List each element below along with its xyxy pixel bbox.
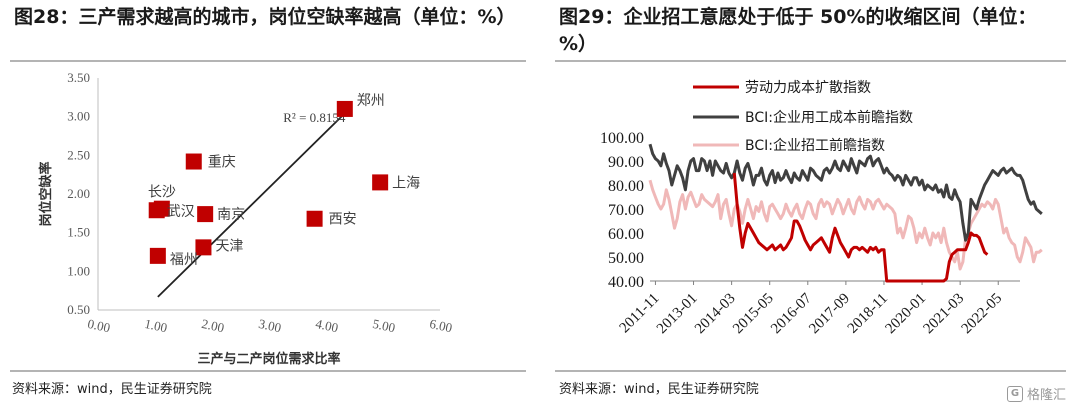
line-x-tick-label: 2018-11	[845, 290, 891, 336]
scatter-x-tick-label: 0.00	[86, 316, 111, 335]
line-y-tick-label: 40.00	[608, 274, 644, 291]
line-x-tick-label: 2021-03	[921, 290, 968, 337]
scatter-point-label: 福州	[170, 252, 198, 268]
scatter-point	[197, 206, 214, 223]
right-source-note: 资料来源：wind，民生证券研究院	[559, 382, 759, 397]
right-top-rule	[555, 60, 1066, 62]
line-x-tick-label: 2013-01	[654, 290, 701, 337]
watermark-text: 格隆汇	[1026, 388, 1066, 403]
left-chart-panel: 图28：三产需求越高的城市，岗位空缺率越高（单位：%） 0.50 1.00 1.50…	[10, 6, 526, 397]
line-series-1	[648, 143, 1043, 242]
line-y-tick-label: 60.00	[608, 226, 644, 243]
line-y-tick-label: 90.00	[608, 154, 644, 171]
scatter-x-tick-label: 4.00	[314, 316, 339, 335]
scatter-point	[372, 174, 389, 191]
left-top-rule	[10, 60, 526, 62]
line-y-tick-label: 100.00	[600, 130, 644, 147]
line-x-tick-label: 2015-05	[730, 290, 777, 337]
scatter-point	[195, 239, 212, 256]
line-y-tick-label: 80.00	[608, 178, 644, 195]
scatter-y-tick-label: 3.50	[67, 70, 90, 85]
scatter-point	[336, 100, 353, 117]
watermark-logo-icon: G	[1006, 385, 1023, 402]
scatter-r2-annotation: R² = 0.8154	[283, 110, 346, 125]
left-source-note: 资料来源：wind，民生证券研究院	[12, 382, 212, 397]
scatter-y-tick-label: 0.50	[67, 302, 90, 317]
scatter-point-label: 上海	[392, 175, 420, 191]
scatter-point-label: 重庆	[208, 155, 236, 171]
scatter-trendline	[157, 105, 353, 298]
line-y-tick-label: 50.00	[608, 250, 644, 267]
scatter-point	[149, 247, 166, 264]
line-series-0	[732, 172, 989, 283]
line-x-tick-label: 2020-01	[882, 290, 929, 337]
watermark: G 格隆汇	[1006, 384, 1066, 403]
left-bottom-rule	[10, 370, 526, 372]
scatter-x-tick-label: 1.00	[143, 316, 168, 335]
scatter-y-tick-label: 2.50	[67, 147, 90, 162]
legend-label: BCI:企业用工成本前瞻指数	[745, 109, 913, 126]
right-chart-panel: 图29：企业招工意愿处于低于 50%的收缩区间（单位：%） 40.00 50.00…	[545, 0, 1080, 410]
line-x-tick-label: 2022-05	[959, 290, 1006, 337]
scatter-y-tick-label: 2.00	[67, 186, 90, 201]
scatter-point-label: 天津	[215, 238, 243, 254]
right-chart-title: 图29：企业招工意愿处于低于 50%的收缩区间（单位：%）	[559, 6, 1037, 55]
legend-label: 劳动力成本扩散指数	[745, 80, 871, 96]
scatter-point-label: 长沙	[148, 185, 176, 201]
scatter-x-tick-label: 2.00	[200, 316, 225, 335]
scatter-point	[306, 210, 323, 227]
scatter-point-label: 南京	[217, 207, 245, 223]
line-x-tick-label: 2011-11	[617, 290, 663, 336]
line-x-tick-label: 2016-07	[768, 290, 815, 337]
scatter-y-axis-label: 岗位空缺率	[38, 161, 54, 226]
scatter-x-tick-label: 5.00	[371, 316, 396, 335]
scatter-point-label: 郑州	[357, 93, 385, 109]
scatter-point-label: 西安	[329, 212, 357, 228]
line-series-2	[648, 179, 1043, 271]
scatter-x-tick-label: 3.00	[257, 316, 282, 335]
line-chart: 40.00 50.00 60.00 70.00 80.00 90.00 100.00 2011…	[600, 80, 1043, 337]
line-y-tick-label: 70.00	[608, 202, 644, 219]
scatter-plot: 0.50 1.00 1.50 2.00 2.50 3.00 3.50 0.00 1.00 2.00…	[38, 70, 454, 367]
scatter-point-label: 武汉	[167, 204, 195, 220]
scatter-y-tick-label: 3.00	[67, 109, 90, 124]
scatter-y-tick-label: 1.00	[67, 263, 90, 278]
scatter-point	[185, 153, 202, 170]
line-x-tick-label: 2017-09	[806, 290, 853, 337]
scatter-y-tick-label: 1.50	[67, 225, 90, 240]
scatter-point	[148, 202, 165, 219]
scatter-x-tick-label: 6.00	[428, 316, 453, 335]
scatter-x-axis-label: 三产与二产岗位需求比率	[197, 351, 340, 367]
line-x-tick-label: 2014-03	[692, 290, 739, 337]
legend-label: BCI:企业招工前瞻指数	[745, 137, 885, 154]
right-bottom-rule	[555, 370, 1066, 372]
left-chart-title: 图28：三产需求越高的城市，岗位空缺率越高（单位：%）	[14, 6, 516, 28]
